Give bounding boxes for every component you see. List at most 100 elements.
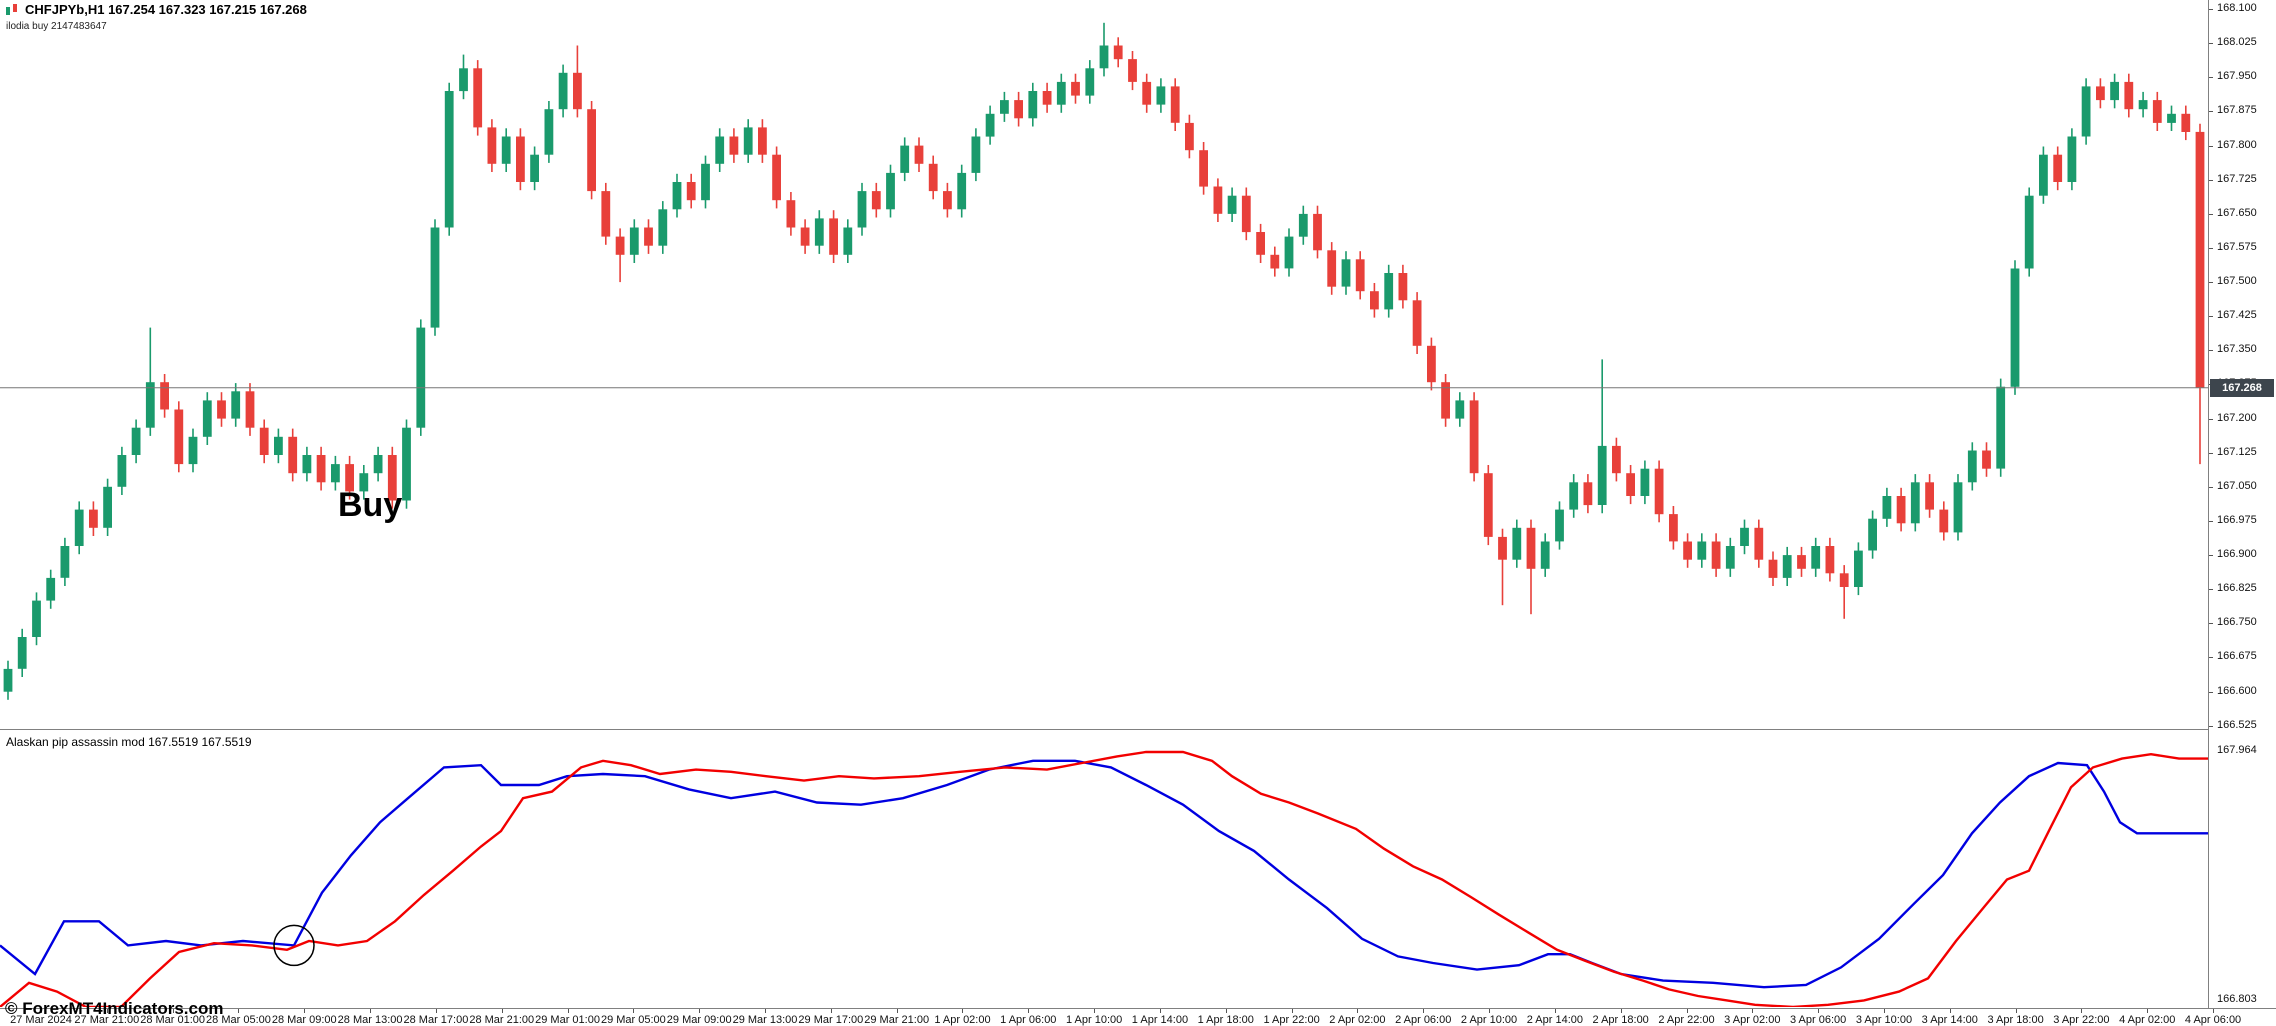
time-axis-tick <box>962 1009 964 1013</box>
time-axis-tick <box>1554 1009 1556 1013</box>
candle-body <box>1370 291 1379 310</box>
candle-body <box>1626 473 1635 496</box>
candle-body <box>672 182 682 210</box>
candle-body <box>544 109 554 155</box>
time-axis-label: 3 Apr 14:00 <box>1921 1014 1978 1026</box>
price-pane[interactable]: CHFJPYb,H1 167.254 167.323 167.215 167.2… <box>0 0 2208 729</box>
time-axis-tick <box>1752 1009 1754 1013</box>
time-axis-tick <box>765 1009 767 1013</box>
candlestick-chart[interactable] <box>0 0 2208 729</box>
buy-signal-label: Buy <box>338 486 403 524</box>
price-axis-label: 168.025 <box>2217 36 2257 49</box>
candle-body <box>1896 496 1906 524</box>
candle-body <box>1612 445 1621 474</box>
candle-body <box>800 227 810 246</box>
candle-body <box>2181 113 2191 132</box>
time-axis-tick <box>896 1009 898 1013</box>
candle-body <box>701 163 710 201</box>
candle-body <box>758 127 767 155</box>
candle-body <box>1071 81 1080 96</box>
indicator-axis-label: 167.964 <box>2217 744 2257 757</box>
time-axis-label: 28 Mar 17:00 <box>403 1014 469 1026</box>
candle-body <box>2081 86 2091 137</box>
candle-body <box>1583 482 1593 506</box>
candle-body <box>1740 527 1749 546</box>
candle-body <box>1825 546 1835 574</box>
time-axis-tick <box>1357 1009 1359 1013</box>
candle-body <box>89 509 98 528</box>
candle-body <box>1839 573 1849 587</box>
time-axis-tick <box>1423 1009 1425 1013</box>
pane-separator[interactable] <box>0 729 2276 730</box>
candle-body <box>1227 195 1237 214</box>
time-axis-tick <box>1818 1009 1820 1013</box>
candle-body <box>1355 259 1365 292</box>
candle-body <box>60 546 70 578</box>
price-axis[interactable]: 167.268 168.100 168.025 167.950 167.875 167.… <box>2208 0 2276 1008</box>
candle-body <box>345 464 354 492</box>
time-axis-label: 29 Mar 13:00 <box>732 1014 798 1026</box>
candle-body <box>1512 527 1522 560</box>
candle-body <box>1128 59 1137 82</box>
time-axis-label: 3 Apr 02:00 <box>1724 1014 1781 1026</box>
time-axis-label: 1 Apr 10:00 <box>1065 1014 1123 1026</box>
cross-circle-annotation <box>273 924 315 967</box>
candle-body <box>900 145 910 173</box>
candle-body <box>772 154 781 201</box>
candle-body <box>459 68 468 92</box>
time-axis[interactable]: 27 Mar 2024 27 Mar 21:00 28 Mar 01:00 28 Ma… <box>0 1008 2276 1026</box>
price-axis-tick <box>2209 213 2213 215</box>
ea-comment-text: ilodia buy 2147483647 <box>6 21 107 32</box>
candle-body <box>1996 386 2006 469</box>
candle-body <box>430 227 440 328</box>
candle-body <box>202 400 212 437</box>
candle-body <box>174 409 184 465</box>
candle-body <box>829 218 838 255</box>
candle-body <box>1384 273 1394 310</box>
candle-body <box>1156 86 1166 105</box>
symbol-ohlc-text: CHFJPYb,H1 167.254 167.323 167.215 167.2… <box>25 2 307 17</box>
time-axis-label: 1 Apr 14:00 <box>1131 1014 1189 1026</box>
time-axis-label: 3 Apr 22:00 <box>2053 1014 2110 1026</box>
candle-body <box>2138 100 2148 110</box>
candle-body <box>1555 509 1564 542</box>
candle-body <box>1967 450 1977 483</box>
time-axis-label: 3 Apr 18:00 <box>1987 1014 2044 1026</box>
candle-body <box>1640 468 1650 496</box>
price-axis-tick <box>2209 657 2213 659</box>
price-axis-label: 167.650 <box>2217 206 2257 219</box>
candle-body <box>160 382 169 410</box>
candle-body <box>558 72 568 110</box>
candle-body <box>871 191 881 210</box>
candle-body <box>1213 186 1223 214</box>
candle-body <box>2110 81 2119 101</box>
candle-body <box>658 209 668 246</box>
price-axis-tick <box>2209 282 2213 284</box>
price-axis-label: 167.050 <box>2217 479 2257 492</box>
time-axis-label: 27 Mar 21:00 <box>74 1014 140 1026</box>
candle-body <box>359 473 369 492</box>
candle-body <box>843 227 853 255</box>
time-axis-label: 1 Apr 22:00 <box>1263 1014 1320 1026</box>
price-axis-tick <box>2209 179 2213 181</box>
price-axis-label: 167.125 <box>2217 445 2257 458</box>
candle-body <box>1298 213 1308 237</box>
candle-body <box>629 227 639 255</box>
candle-body <box>1256 232 1265 255</box>
indicator-pane[interactable]: Alaskan pip assassin mod 167.5519 167.55… <box>0 730 2208 1007</box>
candle-body <box>1868 518 1877 551</box>
candle-body <box>316 455 326 483</box>
price-axis-tick <box>2209 555 2213 557</box>
candle-body <box>1441 382 1450 419</box>
time-axis-label: 2 Apr 06:00 <box>1395 1014 1452 1026</box>
indicator-chart[interactable] <box>0 730 2208 1007</box>
candle-body <box>1683 541 1692 560</box>
candle-body <box>1754 527 1764 560</box>
candle-body <box>373 455 383 474</box>
price-axis-tick <box>2209 247 2213 249</box>
candle-body <box>615 236 625 255</box>
time-axis-tick <box>2213 1009 2215 1013</box>
candle-body <box>2010 268 2020 387</box>
candle-body <box>131 427 141 455</box>
time-axis-label: 2 Apr 02:00 <box>1329 1014 1386 1026</box>
